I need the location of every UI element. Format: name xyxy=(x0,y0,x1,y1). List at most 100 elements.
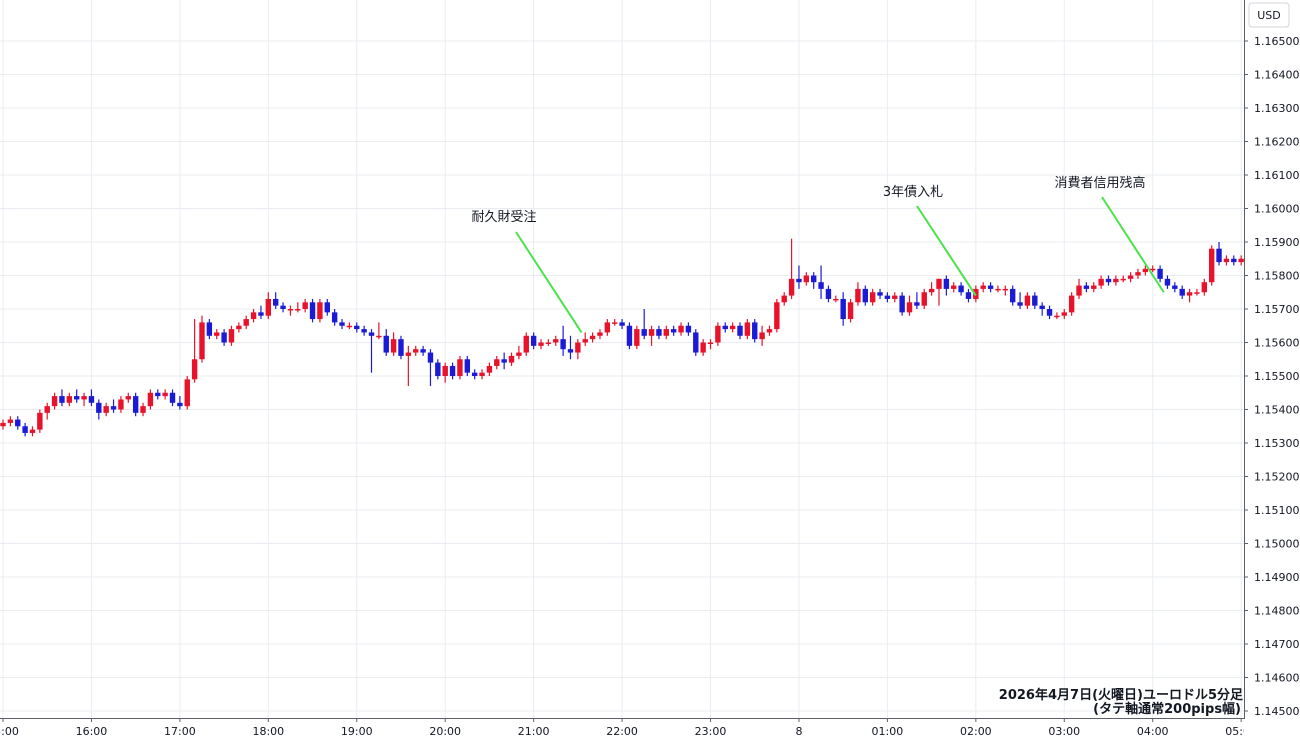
candle-body xyxy=(1164,278,1171,286)
price-tick-label: 1.15600 xyxy=(1254,337,1300,350)
price-axis[interactable]: USD 1.16500 1.16400 1.16300 1.16200 1.16100 1.… xyxy=(1244,0,1300,745)
candle-body xyxy=(612,322,618,324)
candle xyxy=(494,355,500,370)
candle xyxy=(457,355,463,380)
candle xyxy=(442,362,448,383)
price-tick-label: 1.15200 xyxy=(1254,471,1300,484)
price-tick-label: 1.16100 xyxy=(1254,169,1300,182)
candle-body xyxy=(494,359,500,366)
candle xyxy=(744,319,751,340)
candle xyxy=(840,292,846,326)
candle-body xyxy=(22,426,28,433)
candle-body xyxy=(693,332,699,353)
annotation-arrow xyxy=(916,205,977,297)
candle xyxy=(641,309,647,340)
annotation: 消費者信用残高 xyxy=(1054,175,1165,293)
candle xyxy=(177,396,183,410)
candle-body xyxy=(604,322,611,333)
candle-body xyxy=(892,295,898,299)
candle-body xyxy=(59,396,65,403)
candle xyxy=(921,288,927,309)
time-tick-label: 23:00 xyxy=(695,725,727,738)
candle-body xyxy=(1091,285,1097,289)
candle xyxy=(15,416,21,430)
candle xyxy=(1032,292,1038,309)
candle xyxy=(132,392,139,417)
candle-body xyxy=(221,332,227,343)
candle-body xyxy=(722,325,728,330)
candle xyxy=(81,392,87,407)
candle xyxy=(597,329,603,340)
candle-body xyxy=(648,329,655,336)
candle-body xyxy=(177,402,183,407)
candle-body xyxy=(921,292,927,306)
candle xyxy=(331,309,338,326)
candle-body xyxy=(486,365,493,373)
currency-label: USD xyxy=(1257,9,1281,22)
candle-body xyxy=(1172,285,1178,289)
candle-body xyxy=(825,288,832,299)
candle-body xyxy=(287,309,294,311)
candle-body xyxy=(354,325,360,330)
candle-body xyxy=(744,322,751,336)
candle-body xyxy=(398,339,404,356)
candle-body xyxy=(405,352,412,356)
candle-body xyxy=(1208,248,1215,283)
candle-body xyxy=(15,419,21,427)
candle xyxy=(243,315,249,330)
time-axis[interactable]: 15:00 16:00 17:00 18:00 19:00 20:00 21:00 22:00… xyxy=(0,718,1300,746)
candle-body xyxy=(331,312,338,323)
candle-body xyxy=(88,396,95,403)
candle-body xyxy=(1054,315,1060,318)
time-tick-label: 01:00 xyxy=(872,725,904,738)
candle-body xyxy=(309,302,316,320)
candle xyxy=(103,402,109,417)
candle xyxy=(228,325,235,346)
candle xyxy=(869,288,876,306)
candle-body xyxy=(589,335,596,340)
candle xyxy=(0,419,6,430)
candle xyxy=(258,305,264,320)
candle xyxy=(936,278,942,306)
candle xyxy=(295,302,301,313)
candle-body xyxy=(1142,268,1149,273)
candle-body xyxy=(1238,258,1244,263)
candle xyxy=(22,422,28,437)
price-tick-label: 1.16400 xyxy=(1254,69,1300,82)
candle-body xyxy=(464,359,471,373)
candle-body xyxy=(147,392,154,407)
candle xyxy=(833,295,839,303)
candle-body xyxy=(943,278,950,289)
candle-body xyxy=(553,339,559,343)
candle-body xyxy=(272,298,279,306)
candle xyxy=(619,319,625,330)
candle xyxy=(280,302,286,313)
candle-body xyxy=(228,329,235,343)
candle-body xyxy=(51,396,58,407)
candle-body xyxy=(37,412,43,430)
candle xyxy=(479,369,485,380)
axis-corner xyxy=(1244,719,1300,746)
candle xyxy=(7,416,14,427)
candle-body xyxy=(103,406,109,413)
candle xyxy=(272,292,279,309)
candle xyxy=(88,389,95,407)
price-tick-label: 1.14700 xyxy=(1254,638,1300,651)
candle xyxy=(221,329,227,346)
candle-body xyxy=(125,396,131,400)
candle xyxy=(715,322,721,346)
candle xyxy=(368,329,375,373)
candle-body xyxy=(906,302,913,313)
candle-body xyxy=(302,302,308,309)
candle xyxy=(1231,255,1237,266)
candle-body xyxy=(811,275,817,283)
time-tick-label: 03:00 xyxy=(1048,725,1080,738)
candle xyxy=(287,305,294,316)
candle-body xyxy=(427,352,434,363)
candle-body xyxy=(1061,312,1067,316)
annotation: 3年債入札 xyxy=(883,185,977,297)
price-axis-background xyxy=(1244,0,1300,745)
candle-body xyxy=(847,302,854,320)
